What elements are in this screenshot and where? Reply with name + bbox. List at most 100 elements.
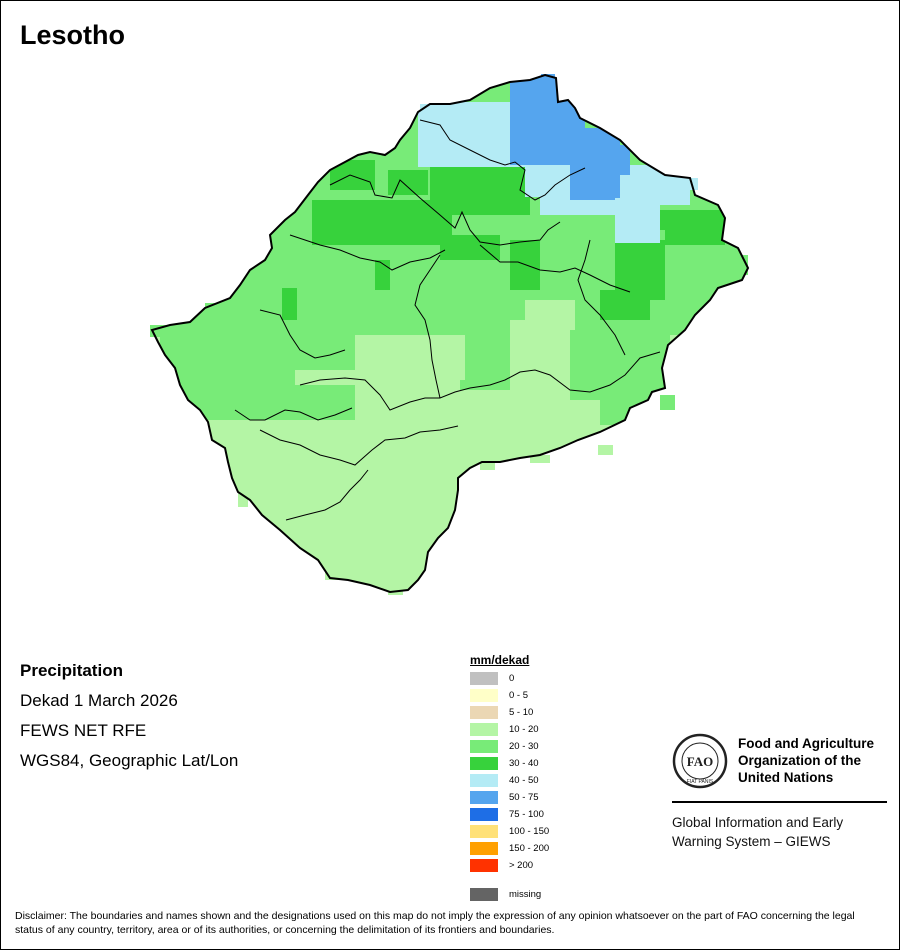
rainfall-cell [615,240,665,300]
rainfall-cell [432,104,462,122]
legend-row: 10 - 20 [470,721,549,738]
fao-divider [672,801,887,803]
legend-label: 40 - 50 [509,775,539,786]
rainfall-cell [510,90,585,165]
rainfall-cell [375,260,390,290]
giews-name: Global Information and Early Warning Sys… [672,815,844,849]
legend-label: 75 - 100 [509,809,544,820]
legend-row: 40 - 50 [470,772,549,789]
legend-swatch [470,740,498,753]
legend-swatch-missing [470,888,498,901]
legend-label: 50 - 75 [509,792,539,803]
district-boundary [419,119,586,201]
legend-label: 150 - 200 [509,843,550,854]
district-boundary [285,469,369,521]
rainfall-cell [600,145,630,175]
district-boundary [414,254,441,399]
rainfall-cell [615,205,660,243]
rainfall-cell [688,178,698,190]
map-title: Lesotho [20,20,125,50]
district-boundary [289,234,446,271]
disclaimer: Disclaimer: The boundaries and names sho… [15,910,855,936]
map-info: Precipitation Dekad 1 March 2026 FEWS NE… [20,656,238,776]
rainfall-cell [570,330,670,400]
legend-label: 20 - 30 [509,741,539,752]
legend-row: 0 [470,670,549,687]
rainfall-cell [355,335,465,380]
rainfall-cell [388,170,428,195]
rainfall-cell [665,210,725,245]
rainfall-cell [160,330,360,370]
legend-row: 150 - 200 [470,840,549,857]
legend-row: 20 - 30 [470,738,549,755]
fao-name: Food and Agriculture Organization of the… [738,736,874,785]
district-boundary [577,239,626,356]
rainfall-cell [282,288,297,320]
fao-logo-icon: FAO FIAT PANIS [672,733,728,789]
legend-row: 30 - 40 [470,755,549,772]
rainfall-cell [660,395,675,410]
legend-row: 5 - 10 [470,704,549,721]
legend-swatch [470,859,498,872]
rainfall-cell [238,492,248,507]
rainfall-cell [541,74,555,82]
district-boundary [259,425,459,466]
lesotho-border [150,73,750,594]
legend-row: 75 - 100 [470,806,549,823]
legend-label-missing: missing [509,889,542,900]
legend-swatch [470,672,498,685]
legend-classes: 0 0 - 5 5 - 10 10 - 20 20 - 30 30 - 40 40 - 50… [470,670,549,874]
legend-swatch [470,791,498,804]
legend-swatch [470,757,498,770]
rainfall-cell [440,235,500,260]
variable-heading: Precipitation [20,661,123,680]
rainfall-cell [525,300,575,330]
rainfall-cell [330,160,375,190]
data-source-label: FEWS NET RFE [20,721,147,740]
rainfall-cell [480,458,495,470]
legend-label: 30 - 40 [509,758,539,769]
legend-unit: mm/dekad [470,653,530,667]
legend-label: 5 - 10 [509,707,534,718]
district-boundary [259,309,346,359]
legend-swatch [470,842,498,855]
legend-row: 0 - 5 [470,687,549,704]
district-boundary [479,244,631,293]
legend-label: 0 [509,673,515,684]
precipitation-map [150,73,750,595]
rainfall-cell [232,455,247,470]
legend: mm/dekad 0 0 - 5 5 - 10 10 - 20 20 - 30 30 - … [470,653,549,903]
rainfall-cell [460,330,510,390]
legend-swatch [470,825,498,838]
rainfall-cell [388,585,403,595]
fao-logo-motto: FIAT PANIS [687,779,714,785]
legend-label: > 200 [509,860,534,871]
rainfall-cell [530,455,550,463]
district-boundary [329,174,561,246]
rainfall-cell [420,104,435,114]
legend-label: 100 - 150 [509,826,550,837]
projection-label: WGS84, Geographic Lat/Lon [20,751,239,770]
legend-swatch [470,808,498,821]
legend-swatch [470,689,498,702]
legend-label: 10 - 20 [509,724,539,735]
legend-label: 0 - 5 [509,690,529,701]
legend-swatch [470,774,498,787]
period-label: Dekad 1 March 2026 [20,691,178,710]
rainfall-cell [205,303,235,318]
rainfall-cell [598,445,613,455]
legend-swatch [470,723,498,736]
rainfall-cell [738,255,748,275]
legend-row: > 200 [470,857,549,874]
fao-logo-text: FAO [687,754,713,769]
rainfall-cell [290,385,355,420]
legend-swatch [470,706,498,719]
rainfall-cell [170,365,295,420]
legend-row: 50 - 75 [470,789,549,806]
district-boundary [234,407,353,421]
rainfall-cell [312,200,452,245]
legend-row-missing: missing [470,886,549,903]
legend-row: 100 - 150 [470,823,549,840]
rainfall-cell [325,570,340,580]
district-boundaries [234,119,661,521]
